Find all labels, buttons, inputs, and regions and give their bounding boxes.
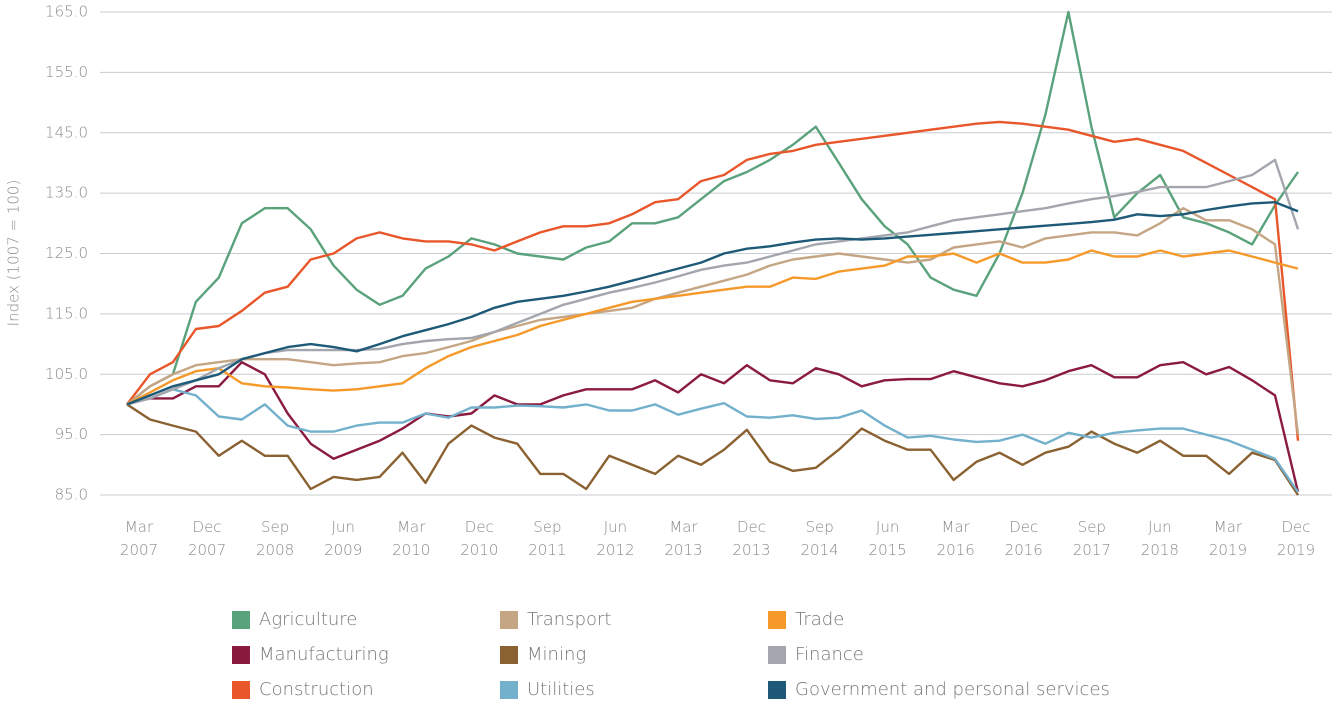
x-tick-label: Dec 2016: [1005, 518, 1043, 559]
legend-swatch: [500, 681, 518, 699]
series-line: [126, 207, 1300, 435]
series-line: [126, 10, 1299, 406]
y-tick-label: 105.0: [45, 365, 88, 383]
legend-label: Government and personal services: [795, 679, 1110, 700]
legend-swatch: [768, 611, 786, 629]
legend-swatch: [500, 646, 518, 664]
x-tick-label: Jun 2009: [324, 518, 362, 559]
series-line: [126, 388, 1299, 493]
y-tick-label: 125.0: [45, 244, 88, 262]
y-tick-label: 155.0: [45, 63, 88, 81]
y-tick-label: 95.0: [55, 425, 88, 443]
y-axis-label: Index (1007 = 100): [5, 180, 23, 327]
legend-label: Manufacturing: [259, 644, 389, 665]
x-tick-label: Jun 2015: [869, 518, 907, 559]
series-line: [126, 201, 1299, 406]
series-line: [126, 249, 1299, 406]
series-line: [126, 403, 1300, 496]
series-line: [126, 158, 1300, 406]
x-tick-label: Sep 2011: [528, 518, 566, 559]
legend-swatch: [768, 681, 786, 699]
legend-label: Mining: [527, 644, 586, 665]
x-tick-label: Dec 2019: [1277, 518, 1315, 559]
series-line: [126, 361, 1300, 493]
legend-label: Trade: [795, 609, 844, 630]
y-tick-label: 135.0: [45, 184, 88, 202]
y-tick-label: 85.0: [55, 486, 88, 504]
x-tick-label: Dec 2007: [188, 518, 226, 559]
legend-label: Finance: [795, 644, 864, 665]
y-tick-label: 165.0: [45, 3, 88, 21]
legend-swatch: [232, 681, 250, 699]
series-line: [126, 120, 1300, 441]
x-tick-label: Dec 2013: [732, 518, 770, 559]
legend-swatch: [500, 611, 518, 629]
x-tick-label: Jun 2012: [596, 518, 634, 559]
x-tick-label: Dec 2010: [460, 518, 498, 559]
x-tick-label: Sep 2017: [1073, 518, 1111, 559]
legend-label: Utilities: [527, 679, 595, 700]
legend-swatch: [768, 646, 786, 664]
x-tick-label: Mar 2007: [120, 518, 158, 559]
x-tick-label: Mar 2019: [1209, 518, 1247, 559]
legend-swatch: [232, 611, 250, 629]
y-tick-label: 145.0: [45, 123, 88, 141]
x-tick-label: Sep 2008: [256, 518, 294, 559]
x-tick-label: Sep 2014: [800, 518, 838, 559]
legend-label: Agriculture: [259, 609, 357, 630]
x-tick-label: Mar 2013: [664, 518, 702, 559]
legend-label: Construction: [259, 679, 374, 700]
legend-swatch: [232, 646, 250, 664]
x-tick-label: Jun 2018: [1141, 518, 1179, 559]
legend-label: Transport: [527, 609, 611, 630]
y-tick-label: 115.0: [45, 304, 88, 322]
x-tick-label: Mar 2016: [937, 518, 975, 559]
x-tick-label: Mar 2010: [392, 518, 430, 559]
